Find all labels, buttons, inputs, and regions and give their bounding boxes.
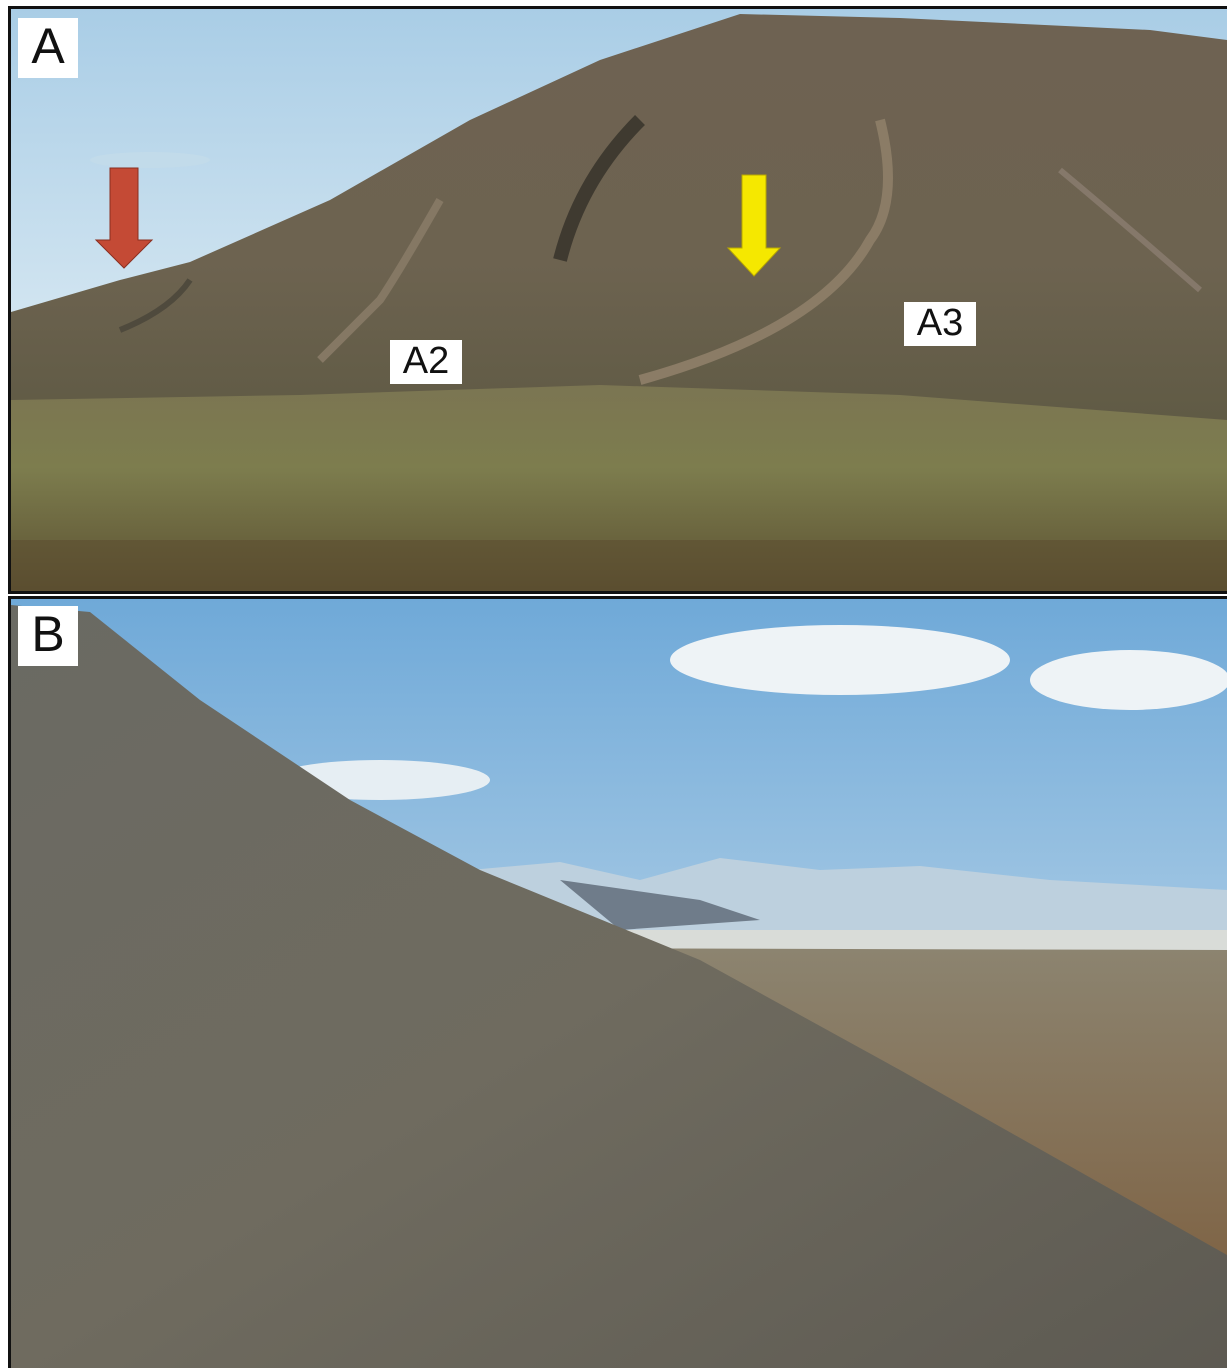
annotation: A2 [403, 340, 449, 382]
cloud [1030, 650, 1227, 710]
figure: A A2 A3 B [0, 0, 1227, 1368]
page: A A2 A3 B (() => { const data = JSON.par… [0, 0, 1227, 1368]
panel-label: B [31, 606, 64, 662]
panel-a: A A2 A3 [8, 6, 1227, 594]
annotation: A3 [917, 302, 963, 344]
cloud [90, 152, 210, 168]
panel-b: B [8, 596, 1227, 1368]
cloud [670, 625, 1010, 695]
foreground [11, 540, 1227, 591]
panel-label: A [31, 18, 65, 74]
